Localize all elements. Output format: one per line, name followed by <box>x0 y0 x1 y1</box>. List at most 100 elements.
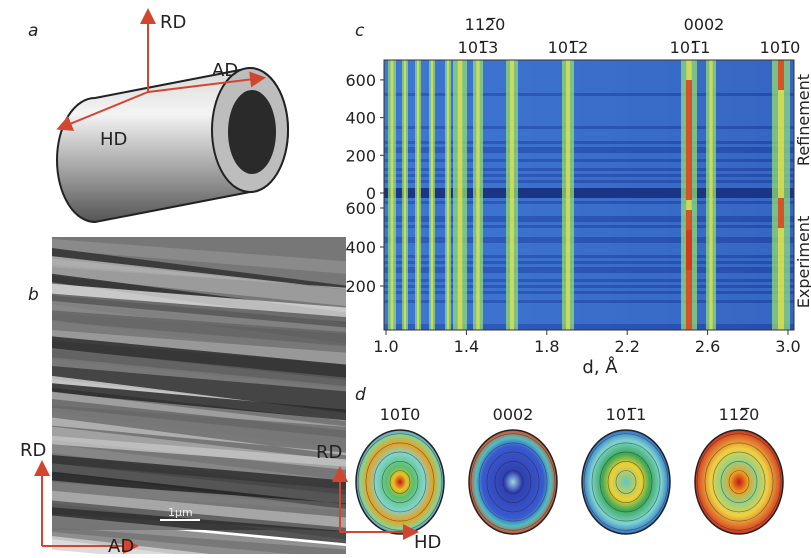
stripe-core <box>778 60 784 330</box>
band <box>384 237 794 240</box>
grain <box>52 471 346 505</box>
contour <box>607 460 645 503</box>
band <box>384 63 794 66</box>
peak-label: 101̅1 <box>670 38 711 57</box>
band <box>384 162 794 165</box>
band <box>384 165 794 168</box>
axis-label: HD <box>414 532 441 553</box>
grain <box>52 300 346 335</box>
band <box>384 198 794 201</box>
band <box>384 291 794 294</box>
axis-label: HD <box>100 129 127 150</box>
grain <box>52 330 346 365</box>
band <box>384 222 794 225</box>
x-tick-label: 1.0 <box>373 337 398 356</box>
axis-label: RD <box>316 442 342 463</box>
band <box>384 168 794 171</box>
contour <box>615 470 637 494</box>
band <box>384 105 794 108</box>
section-label: Refinement <box>794 74 811 166</box>
section-label: Experiment <box>794 216 811 308</box>
band <box>384 231 794 234</box>
band <box>384 261 794 264</box>
band <box>384 138 794 141</box>
peak-label: 0002 <box>684 15 725 34</box>
band <box>384 216 794 219</box>
grain <box>52 391 346 427</box>
band <box>384 306 794 309</box>
x-tick-label: 3.0 <box>775 337 800 356</box>
band <box>384 135 794 138</box>
band <box>384 99 794 102</box>
band <box>384 213 794 216</box>
band <box>384 300 794 303</box>
pole-label: 0002 <box>493 405 534 424</box>
grain <box>52 238 346 274</box>
hot <box>778 198 784 228</box>
stripe-core <box>566 60 570 330</box>
band <box>384 69 794 72</box>
stripe-core <box>404 60 406 330</box>
contour <box>599 451 653 513</box>
band <box>384 186 794 189</box>
band <box>384 255 794 258</box>
grain <box>52 357 346 393</box>
band <box>384 177 794 180</box>
band <box>384 81 794 84</box>
grain <box>52 417 346 456</box>
band <box>384 228 794 231</box>
y-tick-label: 200 <box>345 146 376 165</box>
pole-label: 112̅0 <box>719 405 760 424</box>
panel-label: a <box>28 21 38 41</box>
band <box>384 321 794 324</box>
grain <box>52 480 346 511</box>
hot <box>686 230 692 330</box>
band <box>384 303 794 306</box>
band <box>384 312 794 315</box>
grain <box>52 399 346 438</box>
hot <box>778 60 784 90</box>
band <box>384 126 794 129</box>
contour <box>720 460 758 503</box>
band <box>384 225 794 228</box>
band <box>384 246 794 249</box>
band <box>384 180 794 183</box>
band <box>384 66 794 69</box>
band <box>384 156 794 159</box>
y-tick-label: 400 <box>345 238 376 257</box>
pole-figure <box>581 429 671 535</box>
arrow <box>56 91 149 131</box>
contour <box>696 433 782 531</box>
band <box>384 153 794 156</box>
contour <box>502 470 524 494</box>
band <box>384 144 794 147</box>
grain <box>52 527 346 558</box>
y-tick-label: 400 <box>345 109 376 128</box>
band <box>384 87 794 90</box>
micrograph <box>52 237 346 558</box>
contour <box>486 451 540 513</box>
x-tick-label: 1.8 <box>534 337 559 356</box>
band <box>384 282 794 285</box>
stripe-core <box>447 60 449 330</box>
panel-label: c <box>355 21 365 41</box>
frame <box>383 59 795 331</box>
axis-label: AD <box>212 60 238 81</box>
contour <box>712 451 766 513</box>
band <box>384 267 794 270</box>
contour <box>389 470 411 494</box>
x-axis-label: d, Å <box>582 356 618 378</box>
pole-label: 101̅1 <box>606 405 647 424</box>
pole-figure <box>694 429 784 535</box>
band <box>384 273 794 276</box>
divider <box>384 188 794 198</box>
grain <box>52 507 346 544</box>
contour <box>478 442 548 522</box>
panel-label: b <box>28 285 39 305</box>
band <box>384 120 794 123</box>
peak-label: 112̅0 <box>465 15 506 34</box>
band <box>384 183 794 186</box>
grain <box>52 383 346 421</box>
band <box>384 147 794 150</box>
band <box>384 219 794 222</box>
